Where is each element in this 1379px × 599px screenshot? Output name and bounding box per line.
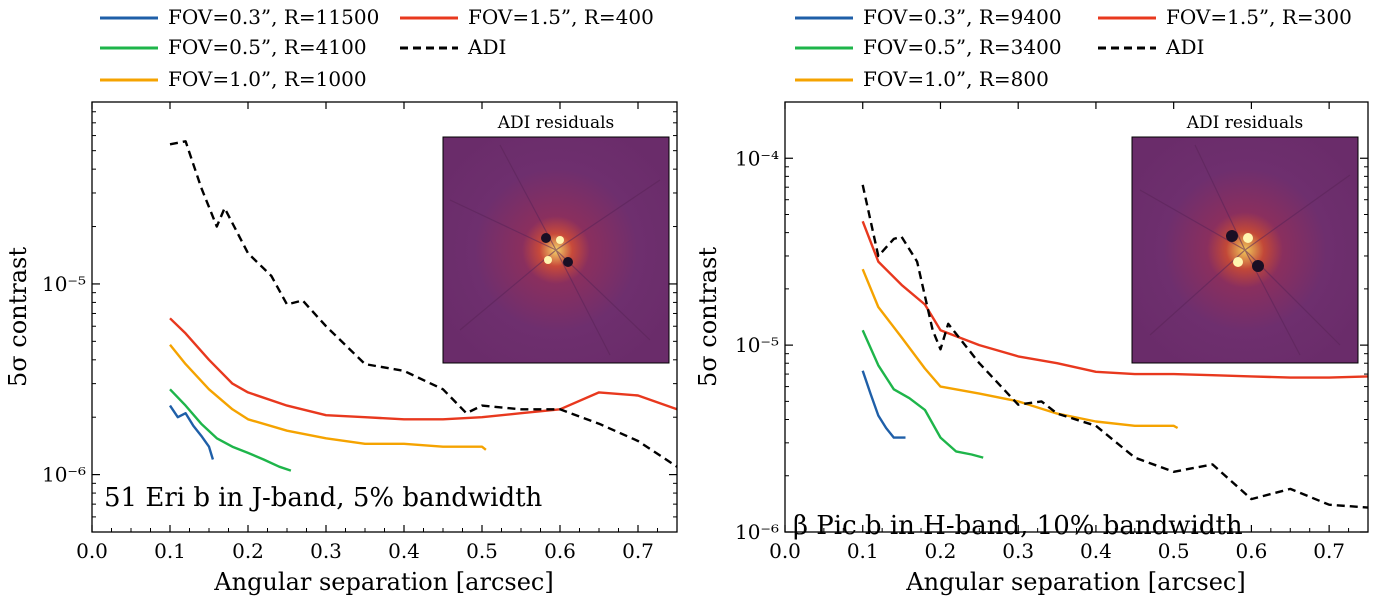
right-legend-entry-4: ADI: [1098, 35, 1204, 59]
right-ytick-label: 10⁻⁴: [735, 146, 779, 170]
right-series-line-3: [861, 220, 1369, 379]
left-inset: ADI residuals: [442, 113, 670, 364]
left-series-line-0: [169, 404, 215, 460]
right-legend-label-3: FOV=1.5”, R=300: [1166, 5, 1352, 29]
left-ticks: 0.0 0.1 0.2 0.3 0.4 0.5 0.6 0.7 10⁻⁶ 10⁻⁵: [42, 102, 677, 563]
right-series-line-2: [861, 268, 1179, 430]
right-legend-entry-3: FOV=1.5”, R=300: [1098, 5, 1352, 29]
left-legend-entry-2: FOV=1.0”, R=1000: [100, 67, 367, 91]
left-xtick-label: 0.4: [388, 539, 420, 563]
left-series-line-2: [169, 343, 487, 451]
left-annotation: 51 Eri b in J-band, 5% bandwidth: [104, 483, 543, 513]
right-legend-entry-2: FOV=1.0”, R=800: [795, 67, 1049, 91]
right-series-line-0: [861, 370, 906, 439]
left-ytick-label: 10⁻⁵: [42, 272, 86, 296]
left-legend-label-1: FOV=0.5”, R=4100: [168, 35, 367, 59]
right-inset-speckle: [1233, 257, 1243, 267]
right-ylabel: 5σ contrast: [694, 247, 722, 387]
right-legend-label-2: FOV=1.0”, R=800: [863, 67, 1049, 91]
left-legend-entry-4: ADI: [400, 35, 506, 59]
right-series-line-4: [861, 184, 1369, 509]
right-legend: FOV=0.3”, R=9400 FOV=0.5”, R=3400 FOV=1.…: [795, 5, 1352, 91]
right-legend-entry-0: FOV=0.3”, R=9400: [795, 5, 1062, 29]
left-xtick-label: 0.2: [232, 539, 264, 563]
left-inset-streaks: [449, 144, 661, 356]
left-legend-label-4: ADI: [467, 35, 506, 59]
left-plot-lines: [169, 140, 678, 472]
left-xtick-label: 0.1: [154, 539, 186, 563]
right-xtick-label: 0.3: [1002, 539, 1034, 563]
left-series-line-4: [169, 140, 678, 468]
right-legend-label-0: FOV=0.3”, R=9400: [863, 5, 1062, 29]
right-annotation: β Pic b in H-band, 10% bandwidth: [793, 511, 1243, 541]
right-panel: FOV=0.3”, R=9400 FOV=0.5”, R=3400 FOV=1.…: [694, 5, 1369, 596]
right-xtick-label: 0.7: [1313, 539, 1345, 563]
left-ylabel: 5σ contrast: [4, 247, 32, 387]
left-xtick-label: 0.7: [622, 539, 654, 563]
right-legend-label-1: FOV=0.5”, R=3400: [863, 35, 1062, 59]
right-xtick-label: 0.0: [769, 539, 801, 563]
right-ytick-label: 10⁻⁵: [735, 333, 779, 357]
right-xtick-label: 0.4: [1080, 539, 1112, 563]
left-inset-speckle: [541, 233, 551, 243]
right-legend-entry-1: FOV=0.5”, R=3400: [795, 35, 1062, 59]
left-panel: FOV=0.3”, R=11500 FOV=0.5”, R=4100 FOV=1…: [4, 5, 678, 596]
left-inset-speckle: [544, 256, 552, 264]
right-series-line-1: [861, 329, 984, 459]
left-xtick-label: 0.6: [544, 539, 576, 563]
right-xtick-label: 0.5: [1158, 539, 1190, 563]
right-inset-title: ADI residuals: [1186, 113, 1304, 133]
left-legend-label-0: FOV=0.3”, R=11500: [168, 5, 379, 29]
left-legend-entry-0: FOV=0.3”, R=11500: [100, 5, 379, 29]
right-plot-lines: [861, 184, 1369, 509]
right-xtick-label: 0.6: [1235, 539, 1267, 563]
left-xtick-label: 0.3: [310, 539, 342, 563]
left-legend-entry-1: FOV=0.5”, R=4100: [100, 35, 367, 59]
left-legend-label-2: FOV=1.0”, R=1000: [168, 67, 367, 91]
left-inset-speckle: [563, 257, 573, 267]
left-xtick-label: 0.5: [466, 539, 498, 563]
right-inset: ADI residuals: [1131, 113, 1359, 364]
right-inset-speckle: [1243, 233, 1253, 243]
right-ytick-label: 10⁻⁶: [735, 520, 779, 544]
left-legend: FOV=0.3”, R=11500 FOV=0.5”, R=4100 FOV=1…: [100, 5, 654, 91]
left-series-line-1: [169, 388, 292, 472]
right-inset-speckle: [1226, 230, 1238, 242]
left-ytick-label: 10⁻⁶: [42, 463, 86, 487]
right-ticks: 0.0 0.1 0.2 0.3 0.4 0.5 0.6 0.7 10⁻⁶ 10⁻⁵ 10⁻⁴: [735, 102, 1368, 563]
left-legend-label-3: FOV=1.5”, R=400: [468, 5, 654, 29]
right-xtick-label: 0.2: [925, 539, 957, 563]
right-plot-frame: [784, 101, 1369, 533]
right-legend-label-4: ADI: [1165, 35, 1204, 59]
left-inset-title: ADI residuals: [497, 113, 615, 133]
right-inset-speckle: [1252, 260, 1264, 272]
left-series-line-3: [169, 317, 678, 421]
left-xtick-label: 0.0: [76, 539, 108, 563]
right-xlabel: Angular separation [arcsec]: [905, 568, 1245, 596]
left-legend-entry-3: FOV=1.5”, R=400: [400, 5, 654, 29]
left-plot-frame: [91, 101, 678, 533]
left-inset-speckle: [556, 236, 564, 244]
right-xtick-label: 0.1: [847, 539, 879, 563]
left-xlabel: Angular separation [arcsec]: [213, 568, 553, 596]
